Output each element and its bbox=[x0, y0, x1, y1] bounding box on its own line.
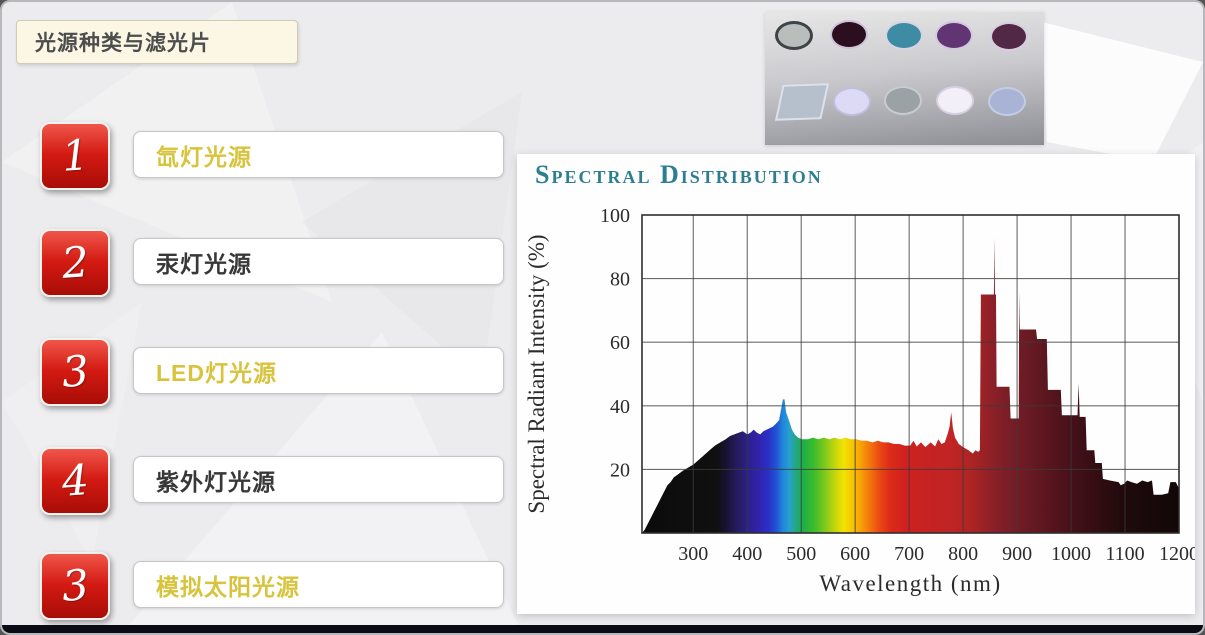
item-number-badge: 3 bbox=[40, 338, 110, 406]
item-label: 氙灯光源 bbox=[156, 143, 252, 170]
svg-text:300: 300 bbox=[678, 543, 708, 565]
item-label: 模拟太阳光源 bbox=[156, 573, 300, 600]
item-number: 1 bbox=[59, 130, 91, 181]
footer-bar bbox=[2, 625, 1203, 633]
teal-filter bbox=[885, 20, 923, 50]
list-item-1: 1 氙灯光源 bbox=[2, 122, 504, 192]
item-number: 3 bbox=[59, 560, 91, 611]
spectrum-area bbox=[642, 237, 1179, 534]
item-number: 3 bbox=[59, 346, 91, 397]
item-number-badge: 2 bbox=[40, 229, 110, 297]
square-glass-filter bbox=[774, 83, 830, 121]
svg-text:1200: 1200 bbox=[1159, 543, 1195, 565]
svg-text:40: 40 bbox=[610, 396, 630, 418]
item-label-box: 紫外灯光源 bbox=[133, 456, 504, 503]
svg-text:80: 80 bbox=[610, 269, 630, 291]
list-item-5: 3 模拟太阳光源 bbox=[2, 552, 504, 622]
filters-photo bbox=[765, 12, 1044, 145]
gray-nd-filter bbox=[775, 20, 813, 50]
svg-text:100: 100 bbox=[600, 205, 630, 227]
item-label: LED灯光源 bbox=[156, 359, 277, 386]
svg-text:500: 500 bbox=[786, 543, 816, 565]
spectral-distribution-chart: 20 40 60 80 100 300 400 500 600 700 800 900 1000 1100… bbox=[524, 205, 1195, 596]
chart-title: Spectral Distribution bbox=[535, 160, 823, 189]
item-label: 紫外灯光源 bbox=[156, 468, 276, 495]
pale-lavender-filter bbox=[833, 86, 871, 116]
svg-text:60: 60 bbox=[610, 332, 630, 354]
svg-text:900: 900 bbox=[1002, 543, 1032, 565]
item-number: 2 bbox=[59, 237, 91, 288]
item-number-badge: 1 bbox=[40, 122, 110, 190]
svg-text:800: 800 bbox=[948, 543, 978, 565]
white-filter bbox=[936, 85, 974, 115]
svg-text:400: 400 bbox=[732, 543, 762, 565]
item-label-box: 汞灯光源 bbox=[133, 238, 504, 285]
item-number-badge: 4 bbox=[40, 447, 110, 515]
list-item-4: 4 紫外灯光源 bbox=[2, 447, 504, 517]
slide-title-box: 光源种类与滤光片 bbox=[16, 20, 298, 64]
purple-filter bbox=[935, 20, 973, 50]
gray-filter bbox=[884, 85, 922, 115]
y-axis-label: Spectral Radiant Intensity (%) bbox=[524, 234, 549, 513]
item-label-box: LED灯光源 bbox=[133, 347, 504, 394]
item-label-box: 模拟太阳光源 bbox=[133, 561, 504, 608]
list-item-2: 2 汞灯光源 bbox=[2, 229, 504, 299]
slide-title: 光源种类与滤光片 bbox=[35, 32, 211, 55]
list-item-3: 3 LED灯光源 bbox=[2, 338, 504, 408]
item-label: 汞灯光源 bbox=[156, 250, 252, 277]
dark-maroon-filter bbox=[830, 19, 868, 49]
spectral-chart-panel: Spectral Distribution 20 40 60 80 100 300 400 5… bbox=[517, 154, 1195, 614]
svg-text:20: 20 bbox=[610, 459, 630, 481]
svg-text:1000: 1000 bbox=[1051, 543, 1091, 565]
svg-text:700: 700 bbox=[894, 543, 924, 565]
item-number-badge: 3 bbox=[40, 552, 110, 620]
svg-text:600: 600 bbox=[840, 543, 870, 565]
periwinkle-filter bbox=[988, 86, 1026, 116]
item-number: 4 bbox=[59, 455, 91, 506]
item-label-box: 氙灯光源 bbox=[133, 131, 504, 178]
x-axis-label: Wavelength (nm) bbox=[819, 571, 1001, 596]
svg-text:1100: 1100 bbox=[1105, 543, 1144, 565]
plum-filter bbox=[990, 21, 1028, 51]
